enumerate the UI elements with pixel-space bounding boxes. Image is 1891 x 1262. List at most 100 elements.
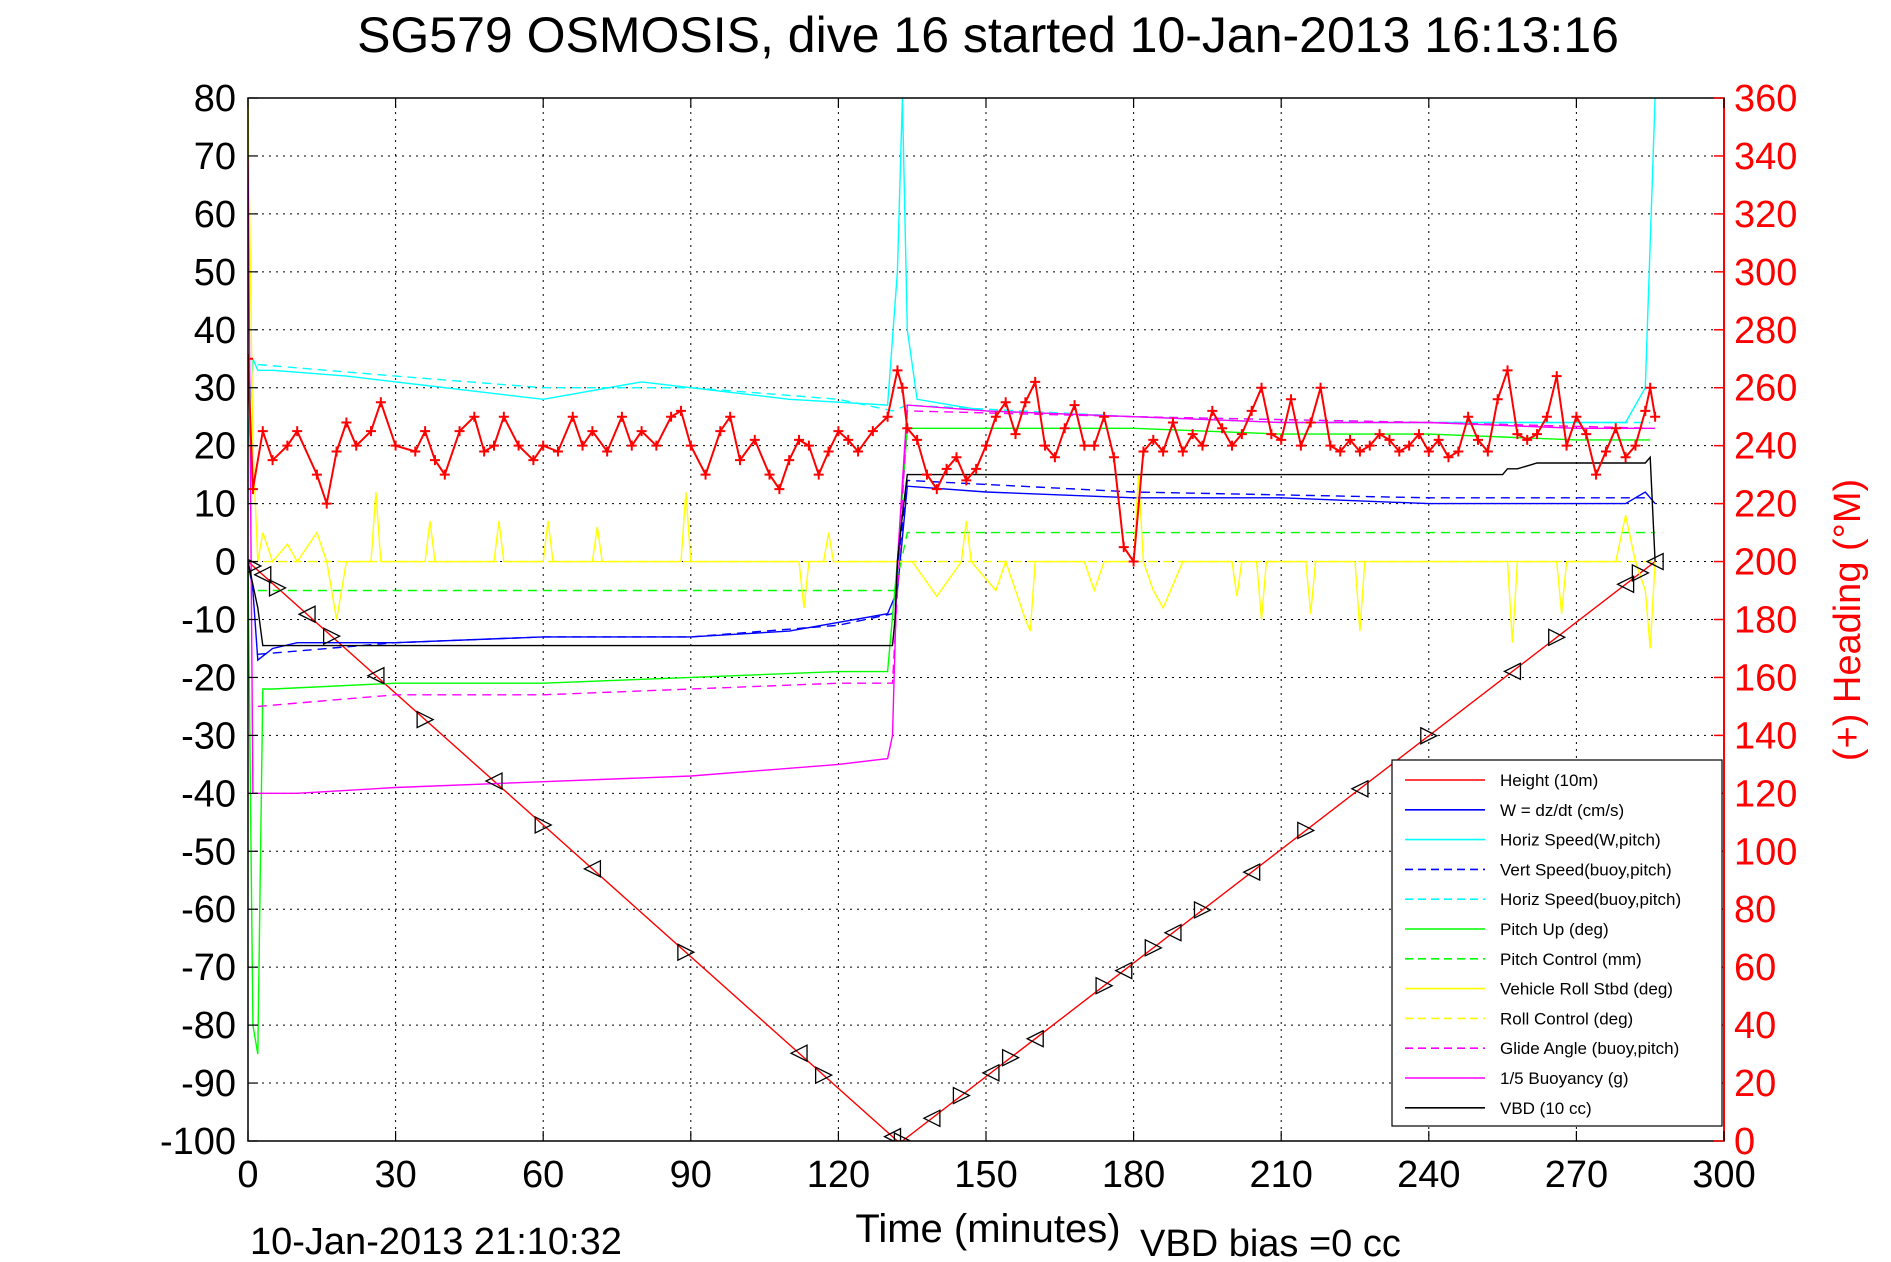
heading-point: [1541, 411, 1552, 422]
x-tick-label: 120: [807, 1154, 870, 1196]
height-marker: [484, 771, 503, 791]
legend-label: Height (10m): [1500, 771, 1598, 790]
heading-point: [1040, 440, 1051, 451]
height-marker: [1025, 1029, 1044, 1048]
left-axis: 80 70 60 50 40 30 20 10 0 -10 -20 -30 -40 -50 -60 -70 -8…: [160, 78, 258, 1163]
legend-label: VBD (10 cc): [1500, 1099, 1592, 1118]
height-marker: [1242, 863, 1261, 882]
heading-point: [1286, 394, 1297, 405]
heading-point: [1295, 440, 1306, 451]
heading-point: [990, 411, 1001, 422]
y-tick-label: -80: [181, 1005, 236, 1047]
y-right-tick-label: 0: [1734, 1121, 1755, 1163]
height-marker: [1350, 779, 1369, 798]
heading-point: [853, 446, 864, 457]
heading-point: [774, 484, 785, 495]
heading-point: [823, 446, 834, 457]
height-marker: [814, 1066, 834, 1085]
heading-point: [341, 417, 352, 428]
y-tick-label: -10: [181, 600, 236, 642]
heading-point: [331, 446, 342, 457]
y-right-tick-label: 120: [1734, 773, 1797, 815]
height-marker: [1144, 938, 1163, 957]
y-right-tick-label: 160: [1734, 657, 1797, 699]
height-marker: [981, 1063, 1000, 1082]
y-tick-label: 80: [194, 78, 236, 120]
heading-point: [248, 353, 253, 364]
heading-point: [1138, 446, 1149, 457]
right-axis: 3603403203002802602402202001801601401201…: [1714, 78, 1797, 1163]
y-right-tick-label: 140: [1734, 715, 1797, 757]
heading-point: [292, 426, 303, 437]
heading-point: [1049, 452, 1060, 463]
height-marker: [1297, 821, 1316, 840]
y-right-tick-label: 240: [1734, 426, 1797, 468]
x-tick-label: 180: [1102, 1154, 1165, 1196]
heading-point: [1128, 556, 1139, 567]
heading-point: [351, 440, 362, 451]
height-marker: [1095, 976, 1114, 995]
heading-point: [257, 426, 268, 437]
height-marker: [322, 627, 342, 646]
y-tick-label: -40: [181, 773, 236, 815]
x-tick-label: 60: [522, 1154, 564, 1196]
y-tick-label: 0: [215, 542, 236, 584]
height-marker: [297, 605, 316, 624]
heading-point: [961, 475, 972, 486]
heading-point: [1473, 434, 1483, 445]
height-marker: [1193, 900, 1212, 920]
heading-point: [1492, 394, 1503, 405]
footer-vbd-bias: VBD bias =0 cc: [1140, 1223, 1401, 1262]
height-marker: [952, 1086, 971, 1105]
heading-point: [882, 411, 893, 422]
y-tick-label: 30: [194, 368, 236, 410]
heading-point: [1423, 446, 1434, 457]
heading-point: [1266, 429, 1277, 440]
height-marker: [1502, 662, 1522, 681]
legend-label: 1/5 Buoyancy (g): [1500, 1069, 1629, 1088]
height-marker: [416, 710, 435, 729]
legend-label: Horiz Speed(buoy,pitch): [1500, 890, 1681, 909]
heading-point: [1453, 446, 1464, 457]
heading-point: [1108, 452, 1119, 463]
heading-point: [636, 426, 647, 437]
heading-point: [1345, 434, 1356, 445]
heading-point: [1187, 429, 1198, 440]
heading-point: [921, 469, 932, 480]
y-tick-label: 50: [194, 252, 236, 294]
heading-point: [616, 411, 627, 422]
heading-point: [725, 411, 736, 422]
series-line: [248, 155, 1656, 794]
heading-point: [1561, 440, 1572, 451]
heading-point: [429, 455, 440, 466]
heading-point: [1118, 542, 1129, 553]
heading-point: [843, 434, 854, 445]
height-marker: [582, 859, 602, 878]
heading-point: [1236, 429, 1247, 440]
heading-point: [764, 469, 775, 480]
heading-point: [1256, 382, 1267, 393]
series-line: [248, 455, 1656, 647]
heading-point: [489, 440, 499, 451]
y-tick-label: -20: [181, 657, 236, 699]
y-tick-label: 40: [194, 310, 236, 352]
heading-point: [469, 411, 480, 422]
heading-point: [892, 365, 903, 376]
heading-point: [552, 446, 563, 457]
x-axis-label: Time (minutes): [855, 1207, 1120, 1251]
heading-point: [685, 440, 696, 451]
heading-point: [951, 452, 962, 463]
heading-point: [1079, 440, 1090, 451]
heading-point: [1227, 440, 1237, 451]
heading-point: [498, 411, 509, 422]
x-tick-label: 0: [237, 1154, 258, 1196]
y-right-tick-label: 260: [1734, 368, 1797, 410]
heading-point: [1571, 411, 1582, 422]
height-marker: [1163, 923, 1182, 942]
heading-point: [651, 440, 662, 451]
heading-point: [1207, 405, 1218, 416]
heading-point: [813, 469, 824, 480]
heading-point: [1000, 397, 1011, 408]
legend-label: Vert Speed(buoy,pitch): [1500, 860, 1672, 879]
legend-label: Roll Control (deg): [1500, 1009, 1633, 1028]
